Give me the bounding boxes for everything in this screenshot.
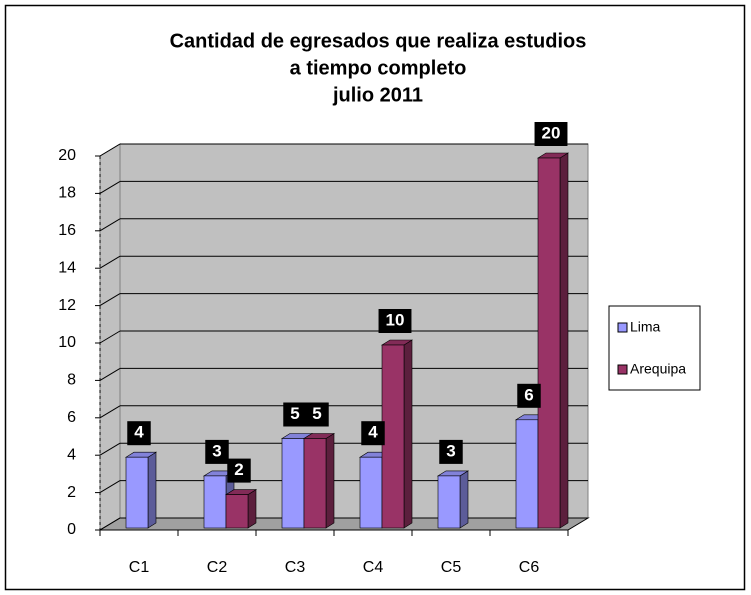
x-tick-label: C6: [519, 559, 540, 576]
y-tick-label: 20: [58, 147, 76, 164]
grid-line: [99, 143, 121, 157]
bar-side: [247, 489, 257, 529]
y-tick-label: 8: [67, 372, 76, 389]
bar-side: [403, 339, 413, 529]
bar: [203, 475, 227, 529]
data-label: 4: [134, 423, 144, 442]
data-label: 20: [542, 123, 561, 142]
data-label: 4: [368, 423, 378, 442]
x-tick-label: C1: [129, 559, 150, 576]
y-tick-label: 12: [58, 297, 76, 314]
data-label-group: 2: [227, 458, 251, 483]
grid-line: [99, 293, 121, 307]
bar: [281, 438, 305, 529]
y-tick-label: 14: [58, 259, 76, 276]
grid-line: [99, 405, 121, 419]
y-tick-label: 2: [67, 484, 76, 501]
data-label: 6: [524, 385, 533, 404]
x-tick-label: C2: [207, 559, 228, 576]
data-label-bg: [283, 402, 307, 427]
data-label: 2: [234, 460, 243, 479]
data-label-bg: [205, 439, 229, 464]
bar-side: [325, 432, 335, 529]
data-label-bg: [305, 402, 329, 427]
data-label-bg: [517, 383, 541, 408]
chart-title: a tiempo completo: [290, 57, 467, 79]
legend-label: Arequipa: [630, 361, 686, 377]
grid-line: [99, 517, 121, 531]
legend-swatch: [617, 364, 628, 375]
grid-line: [99, 218, 121, 232]
data-label-group: 3: [205, 439, 229, 464]
x-tick-label: C4: [363, 559, 384, 576]
grid-line: [99, 480, 121, 494]
grid-line: [99, 367, 121, 381]
bar: [381, 344, 405, 529]
bar: [515, 419, 539, 529]
data-label: 5: [290, 404, 299, 423]
data-label-group: 4: [127, 421, 151, 446]
data-label-group: 20: [534, 122, 568, 146]
bar: [303, 438, 327, 529]
legend-swatch: [617, 322, 628, 333]
data-label-group: 6: [517, 383, 541, 408]
x-tick-label: C5: [441, 559, 462, 576]
data-label: 10: [386, 310, 405, 329]
y-tick-label: 6: [67, 409, 76, 426]
data-label-group: 3: [439, 439, 463, 464]
data-label-bg: [361, 421, 385, 446]
grid-line: [99, 180, 121, 194]
bar-side: [459, 470, 469, 529]
data-label: 3: [212, 441, 221, 460]
data-label-bg: [227, 458, 251, 483]
x-tick-label: C3: [285, 559, 306, 576]
grid-line: [99, 442, 121, 456]
bar: [125, 456, 149, 529]
data-label-group: 5: [283, 402, 307, 427]
data-label-bg: [439, 439, 463, 464]
data-label-bg: [127, 421, 151, 446]
data-label-bg: [534, 122, 568, 146]
y-tick-label: 16: [58, 222, 76, 239]
bar: [225, 494, 249, 529]
grid-line: [99, 330, 121, 344]
data-label-group: 4: [361, 421, 385, 446]
data-label-group: 5: [305, 402, 329, 427]
y-tick-label: 18: [58, 185, 76, 202]
bar-side: [147, 451, 157, 529]
bar: [359, 456, 383, 529]
bar: [437, 475, 461, 529]
data-label-group: 10: [378, 309, 412, 333]
data-label: 3: [446, 441, 455, 460]
legend-box: [608, 305, 701, 391]
bar-side: [559, 152, 569, 529]
y-tick-label: 0: [67, 521, 76, 538]
chart-title: julio 2011: [332, 84, 423, 106]
legend-label: Lima: [630, 319, 661, 335]
data-label-bg: [378, 309, 412, 333]
chart-title: Cantidad de egresados que realiza estudi…: [170, 30, 587, 52]
y-tick-label: 4: [67, 446, 76, 463]
floor: [98, 517, 590, 531]
y-tick-label: 10: [58, 334, 76, 351]
bar: [537, 157, 561, 529]
grid-line: [99, 255, 121, 269]
data-label: 5: [312, 404, 321, 423]
